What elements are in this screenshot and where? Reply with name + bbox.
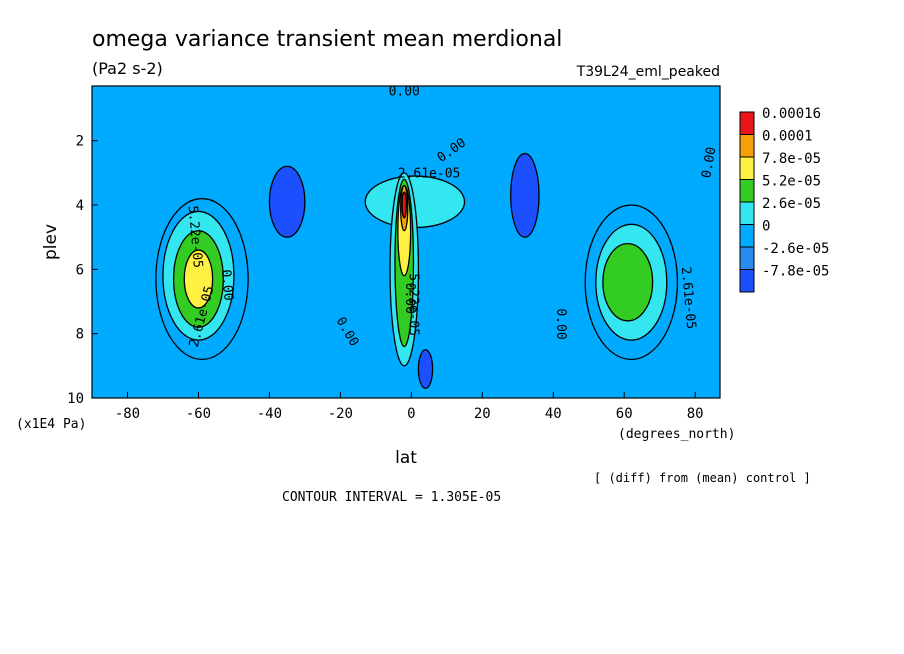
chart-title: omega variance transient mean merdional [92,27,562,52]
x-tick-label: -20 [328,406,353,422]
colorbar-label: 7.8e-05 [762,151,821,167]
colorbar-swatch [739,134,755,158]
colorbar-swatch [739,179,755,203]
x-tick-label: -60 [186,406,211,422]
contour-label-11: 0.00 [402,283,417,314]
x-axis: -80 -60 -40 -20 0 20 40 60 80 [115,392,704,422]
contour-label-5: 0.00 [218,269,236,302]
colorbar-swatch [739,246,755,270]
y-axis: 2 4 6 8 10 [67,134,98,407]
contour-region-12 [401,191,408,219]
contour-label-4: 5.22e-05 [185,205,205,269]
colorbar-label: 0.0001 [762,129,813,145]
x-tick-label: 20 [474,406,491,422]
contour-region-15 [417,349,434,390]
colorbar-swatch [739,156,755,180]
x-tick-label: 60 [616,406,633,422]
contour-label-2: 2.61e-05 [398,167,461,182]
contour-region-6 [602,242,654,322]
colorbar-label: 0.00016 [762,106,821,122]
x-tick-label: 0 [407,406,415,422]
colorbar-label: 0 [762,219,770,235]
contour-region-14 [510,152,540,238]
colorbar-label: 5.2e-05 [762,174,821,190]
contour-label-9: 2.61e-05 [678,266,698,330]
plot-frame [91,85,721,399]
y-tick-label: 8 [76,327,84,343]
x-tick-label: 40 [545,406,562,422]
colorbar-swatch [739,111,755,135]
x-tick-label: -40 [257,406,282,422]
contour-region-3 [183,249,214,309]
y-tick-label: 6 [76,262,84,278]
y-tick-label: 2 [76,134,84,150]
colorbar-label: -7.8e-05 [762,264,829,280]
contour-interval: CONTOUR INTERVAL = 1.305E-05 [282,490,501,505]
run-label: T39L24_eml_peaked [576,64,720,80]
chart-units: (Pa2 s-2) [92,59,163,78]
contour-label-8: 0.00 [553,308,568,339]
x-tick-label: 80 [687,406,704,422]
x-tick-label: -80 [115,406,140,422]
plot-area: 0.000.002.61e-05 0.005.22e-050.002.61e-05… [91,85,721,399]
colorbar-swatch [739,269,755,293]
colorbar: 0.00016 0.0001 7.8e-05 5.2e-05 2.6e-05 0 -2.6e… [739,106,829,293]
y-axis-label: plev [41,224,61,260]
contour-label-3: 0.00 [699,146,719,179]
colorbar-label: 2.6e-05 [762,196,821,212]
contour-label-0: 0.00 [389,85,420,100]
diff-note: [ (diff) from (mean) control ] [594,471,811,485]
contour-label-10: 5.22e-05 [406,273,421,336]
x-axis-label: lat [395,448,417,468]
colorbar-swatch [739,224,755,248]
y-axis-units: (x1E4 Pa) [16,417,86,432]
colorbar-label: -2.6e-05 [762,241,829,257]
y-tick-label: 10 [67,391,84,407]
x-axis-units: (degrees_north) [618,427,735,442]
y-tick-label: 4 [76,198,84,214]
colorbar-swatch [739,201,755,225]
contour-region-13 [268,165,306,238]
